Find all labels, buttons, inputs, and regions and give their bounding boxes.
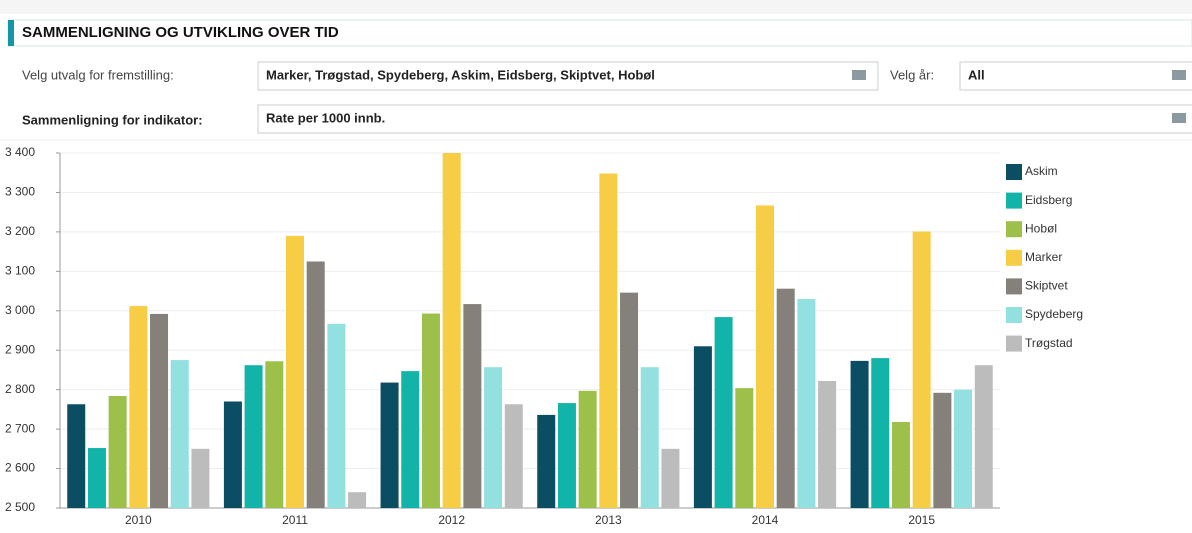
legend-swatch [1006, 307, 1022, 323]
bar [484, 367, 503, 508]
bar [912, 231, 931, 508]
bar [265, 361, 284, 508]
x-tick-label: 2014 [752, 513, 779, 527]
legend-label: Eidsberg [1025, 193, 1072, 207]
bar [87, 448, 106, 508]
y-tick-label: 3 000 [5, 303, 35, 317]
x-tick-label: 2012 [438, 513, 465, 527]
y-tick-label: 2 800 [5, 382, 35, 396]
bar [933, 392, 952, 508]
legend-label: Trøgstad [1025, 336, 1073, 350]
header-title: SAMMENLIGNING OG UTVIKLING OVER TID [22, 24, 339, 41]
bar [537, 414, 556, 508]
filter-box[interactable] [257, 104, 1192, 134]
x-tick-label: 2015 [908, 513, 935, 527]
y-tick-label: 3 100 [5, 264, 35, 278]
bar [640, 367, 659, 508]
bar [223, 401, 242, 508]
filter-label: Velg år: [890, 67, 934, 82]
bar [442, 153, 461, 508]
filter-icons [852, 70, 1186, 123]
bar [286, 235, 304, 509]
y-tick-label: 2 700 [5, 421, 35, 435]
bar [150, 313, 169, 508]
y-tick-label: 2 900 [5, 342, 35, 356]
filter-value: All [968, 67, 985, 82]
bar [599, 173, 618, 508]
bar [401, 371, 420, 508]
legend-label: Askim [1025, 164, 1058, 178]
bar [421, 313, 440, 508]
legend-swatch [1006, 192, 1022, 209]
bar [348, 492, 367, 508]
bar [661, 448, 680, 508]
filter-label: Sammenligning for indikator: [22, 112, 203, 127]
legend-swatch [1006, 335, 1022, 352]
legend-label: Hobøl [1025, 221, 1057, 235]
filter-box[interactable] [257, 61, 879, 91]
bar [735, 388, 754, 508]
bar [776, 288, 795, 508]
bar [380, 382, 399, 508]
bar [504, 404, 523, 508]
bar [108, 395, 127, 508]
y-tick-label: 2 500 [5, 500, 35, 514]
legend-swatch [1006, 278, 1022, 295]
bar [954, 389, 973, 508]
bar [797, 298, 816, 508]
bar [67, 404, 86, 508]
legend-label: Spydeberg [1025, 307, 1083, 321]
filter-box[interactable] [959, 61, 1192, 91]
bar [306, 261, 325, 508]
x-tick-label: 2013 [595, 513, 622, 527]
bar [129, 306, 148, 508]
header-accent [8, 20, 14, 46]
bar [974, 365, 993, 508]
x-tick-label: 2010 [125, 513, 152, 527]
bar [191, 448, 210, 508]
bar [714, 317, 733, 508]
bar [850, 360, 869, 508]
bar [578, 390, 597, 508]
filter-value: Marker, Trøgstad, Spydeberg, Askim, Eids… [266, 67, 655, 82]
legend-label: Skiptvet [1025, 279, 1068, 293]
bar [891, 422, 910, 508]
y-tick-label: 2 600 [5, 461, 35, 475]
legend-swatch [1006, 221, 1022, 238]
bar [818, 380, 837, 508]
bar [620, 292, 639, 508]
y-tick-label: 3 300 [5, 185, 35, 199]
legend-swatch [1006, 164, 1022, 180]
x-tick-label: 2011 [282, 513, 308, 527]
bar [871, 358, 890, 508]
bar [170, 360, 189, 508]
legend-swatch [1006, 249, 1022, 266]
bar [463, 304, 482, 508]
filter-value: Rate per 1000 innb. [266, 110, 385, 125]
y-tick-label: 3 200 [5, 224, 35, 238]
legend-label: Marker [1025, 250, 1062, 264]
y-tick-label: 3 400 [5, 145, 35, 159]
bar [244, 365, 263, 508]
filter-label: Velg utvalg for fremstilling: [22, 67, 174, 82]
bar [557, 403, 576, 508]
bar [327, 323, 346, 508]
bar [756, 205, 774, 508]
bar [693, 346, 712, 508]
top-strip [0, 0, 1192, 14]
